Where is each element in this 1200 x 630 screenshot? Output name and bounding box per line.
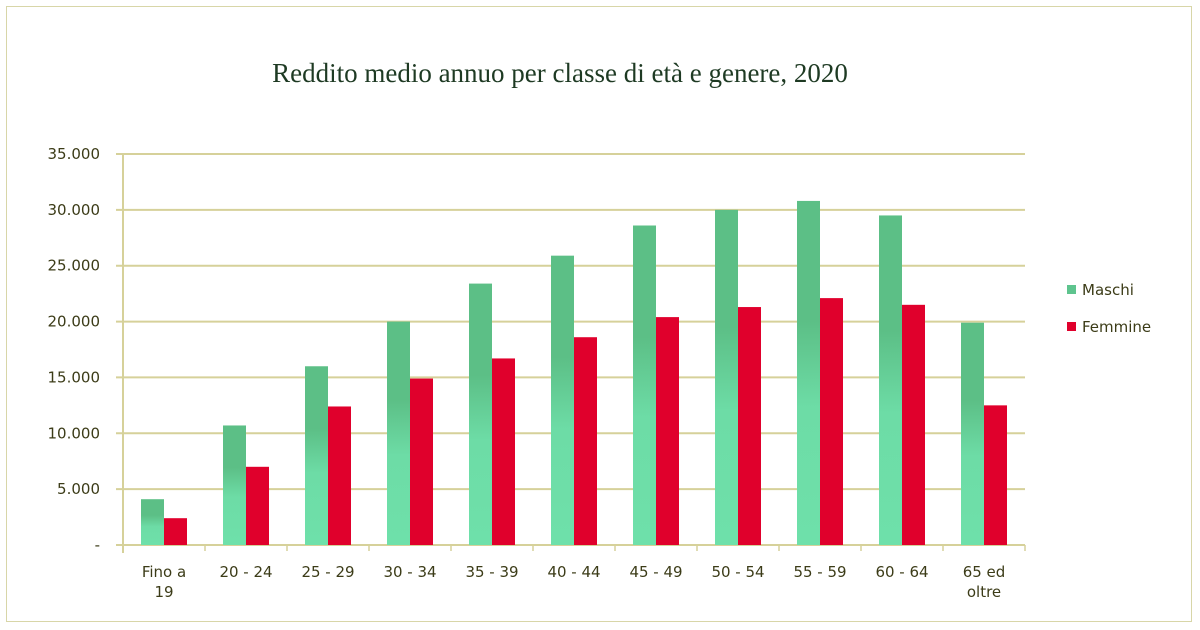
bar-femmine [984,405,1007,545]
x-tick-label: 30 - 34 [383,563,436,581]
bar-femmine [246,466,269,545]
legend-label-femmine: Femmine [1082,318,1151,336]
y-tick-label: 35.000 [48,145,101,163]
bar-maschi [469,283,492,545]
y-tick-label: 20.000 [48,313,101,331]
x-tick-label: oltre [967,583,1001,601]
bar-maschi [879,215,902,545]
x-tick-label: 20 - 24 [219,563,272,581]
x-tick-label: Fino a [142,563,186,581]
x-tick-label: 40 - 44 [547,563,600,581]
y-tick-label: 25.000 [48,257,101,275]
bar-maschi [961,322,984,545]
bar-maschi [305,366,328,545]
bar-femmine [164,518,187,545]
bar-femmine [574,337,597,545]
x-tick-label: 19 [154,583,173,601]
x-tick-label: 60 - 64 [875,563,928,581]
chart-title: Reddito medio annuo per classe di età e … [272,58,848,88]
x-tick-label: 50 - 54 [711,563,764,581]
y-tick-label: 10.000 [48,424,101,442]
x-tick-label: 45 - 49 [629,563,682,581]
bar-maschi [633,225,656,546]
x-tick-label: 35 - 39 [465,563,518,581]
chart-frame [6,6,1192,622]
legend-label-maschi: Maschi [1082,281,1134,299]
bar-femmine [492,358,515,545]
bar-maschi [797,200,820,546]
bar-maschi [141,499,164,545]
y-tick-label: - [95,536,100,554]
bar-femmine [410,378,433,545]
legend-swatch-femmine [1067,322,1076,331]
y-tick-label: 15.000 [48,368,101,386]
x-tick-label: 55 - 59 [793,563,846,581]
bar-maschi [715,209,738,545]
bar-maschi [387,321,410,545]
y-tick-label: 5.000 [57,480,100,498]
bar-femmine [820,298,843,545]
legend-swatch-maschi [1067,285,1076,294]
y-tick-label: 30.000 [48,201,101,219]
bar-femmine [656,317,679,545]
bar-femmine [902,304,925,545]
bar-maschi [551,255,574,545]
x-tick-label: 25 - 29 [301,563,354,581]
bar-maschi [223,425,246,545]
bar-femmine [738,307,761,545]
x-tick-label: 65 ed [963,563,1006,581]
bar-femmine [328,406,351,545]
